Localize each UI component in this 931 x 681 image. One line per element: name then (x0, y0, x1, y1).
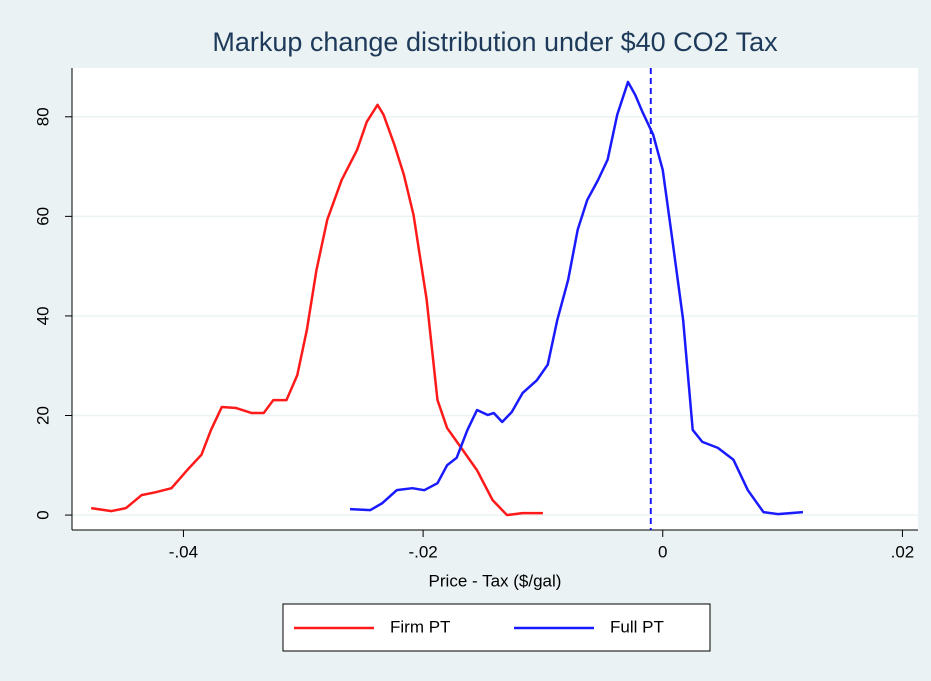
x-tick-label: -.04 (169, 542, 198, 561)
y-tick-label: 40 (33, 306, 52, 325)
x-tick-label: -.02 (408, 542, 437, 561)
y-tick-label: 20 (33, 406, 52, 425)
chart-title: Markup change distribution under $40 CO2… (212, 27, 778, 57)
y-tick-label: 0 (33, 510, 52, 519)
y-tick-label: 60 (33, 207, 52, 226)
line-series (90, 103, 543, 517)
legend-label: Full PT (610, 617, 664, 636)
line-series (349, 80, 804, 516)
plot-area (72, 68, 918, 530)
x-axis-label: Price - Tax ($/gal) (429, 571, 562, 590)
legend-label: Firm PT (390, 617, 450, 636)
y-tick-label: 80 (33, 107, 52, 126)
x-tick-label: .02 (891, 542, 915, 561)
x-tick-label: 0 (658, 542, 667, 561)
